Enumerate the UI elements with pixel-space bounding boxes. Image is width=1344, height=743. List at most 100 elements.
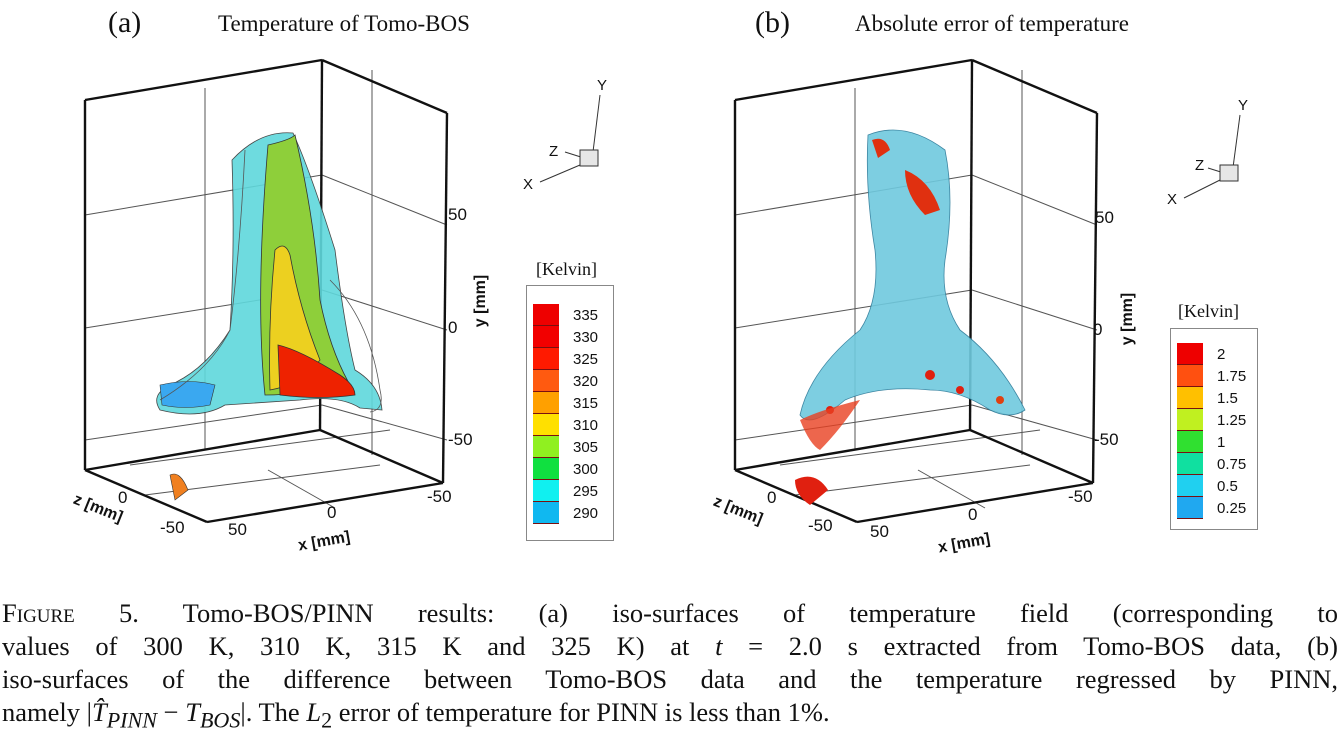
colorbar-level: 0.25 [1177,497,1246,519]
colorbar-swatch [1177,453,1203,475]
z-tick: -50 [160,518,185,537]
triad-y-label: Y [597,77,608,94]
colorbar-swatch [533,326,559,348]
colorbar-swatch [1177,365,1203,387]
y-tick: 0 [448,318,458,337]
grid-line [794,464,1031,496]
box-edge [206,481,444,524]
colorbar-tick-label: 335 [573,306,599,324]
grid-line [321,174,448,226]
caption-math: − [156,697,186,727]
grid-line [971,289,1098,331]
colorbar-swatch [533,304,559,326]
colorbar-tick-label: 2 [1217,345,1226,363]
grid-line [84,404,323,441]
colorbar-level: 290 [533,502,598,524]
colorbar-swatch [533,502,559,524]
box-edge [84,428,321,472]
caption-text: = 2.0 s extracted from Tomo-BOS data, (b… [748,631,1339,661]
colorbar-swatch [533,392,559,414]
grid-line [734,404,973,441]
colorbar-swatch [1177,497,1203,519]
caption-math: L [306,697,322,727]
colorbar-tick-label: 305 [573,438,599,456]
panel-b-error-isosurface [795,129,1026,505]
colorbar-level: 330 [533,326,598,348]
triad-x-label: X [523,176,534,193]
box-edge [971,58,1098,115]
caption-math: t [715,631,723,661]
colorbar-level: 335 [533,304,598,326]
y-tick: 0 [1093,320,1103,339]
caption-line: Tomo-BOS/PINN results: (a) iso-surfaces … [182,598,1338,628]
colorbar-tick-label: 1 [1217,433,1226,451]
panel-b-label: (b) [755,6,790,39]
z-tick: 0 [118,488,128,507]
figure-graphics [83,58,1241,524]
box-edge [969,428,1094,485]
caption-math: T [185,697,200,727]
colorbar-level: 295 [533,480,598,502]
box-edge [734,428,971,472]
colorbar-tick-label: 310 [573,416,599,434]
panel-a-orientation-triad [539,94,601,183]
panel-b-title: Absolute error of temperature [855,11,1129,36]
figure-caption: Figure 5. Tomo-BOS/PINN results: (a) iso… [2,597,1338,736]
grid-line [129,429,391,466]
colorbar-level: 1.5 [1177,387,1246,409]
box-edge [856,481,1094,524]
colorbar-tick-label: 1.25 [1217,411,1247,429]
colorbar-tick-label: 330 [573,328,599,346]
caption-math: 2 [321,707,333,733]
colorbar-level: 310 [533,414,598,436]
colorbar-tick-label: 0.75 [1217,455,1247,473]
figure-label: Figure 5. [2,598,139,628]
caption-text: namely | [2,697,92,727]
x-tick: 50 [228,520,247,539]
colorbar-level: 1 [1177,431,1246,453]
box-edge [84,58,323,102]
colorbar-level: 325 [533,348,598,370]
caption-math: T̂ [91,697,107,727]
box-edge [734,58,973,102]
caption-text: error of temperature for PINN is less th… [338,697,830,727]
x-tick: -50 [427,487,452,506]
colorbar-level: 1.25 [1177,409,1246,431]
box-edge [321,58,448,115]
colorbar-level: 0.75 [1177,453,1246,475]
triad-z-label: Z [549,143,559,160]
colorbar-swatch [533,414,559,436]
colorbar-b: 2 1.75 1.5 1.25 1 0.75 0.5 0.25 [1170,328,1258,530]
caption-text: values of 300 K, 310 K, 315 K and 325 K)… [2,631,690,661]
grid-line [321,289,448,331]
panel-a-label: (a) [108,6,142,39]
colorbar-swatch [1177,409,1203,431]
box-edge [1091,112,1099,484]
triad-y-label: Y [1238,97,1249,114]
colorbar-level: 1.75 [1177,365,1246,387]
panel-a-3d-box [83,58,449,524]
y-tick: -50 [1094,430,1119,449]
x-tick: 50 [870,522,889,541]
colorbar-swatch [1177,343,1203,365]
x-tick: 0 [968,505,978,524]
panel-a-title: Temperature of Tomo-BOS [218,11,470,36]
colorbar-level: 305 [533,436,598,458]
colorbar-swatch [533,458,559,480]
colorbar-level: 0.5 [1177,475,1246,497]
colorbar-tick-label: 295 [573,482,599,500]
y-axis-label: y [mm] [1119,292,1137,346]
colorbar-swatch [1177,431,1203,453]
panel-b-orientation-triad [1183,114,1241,199]
y-tick: -50 [448,430,473,449]
colorbar-swatch [1177,387,1203,409]
x-tick: 0 [327,503,337,522]
x-tick: -50 [1068,487,1093,506]
colorbar-tick-label: 0.25 [1217,499,1247,517]
colorbar-tick-label: 1.75 [1217,367,1247,385]
colorbar-tick-label: 0.5 [1217,477,1238,495]
grid-line [321,404,448,441]
box-edge [319,428,444,485]
colorbar-swatch [533,436,559,458]
y-tick: 50 [1095,208,1114,227]
